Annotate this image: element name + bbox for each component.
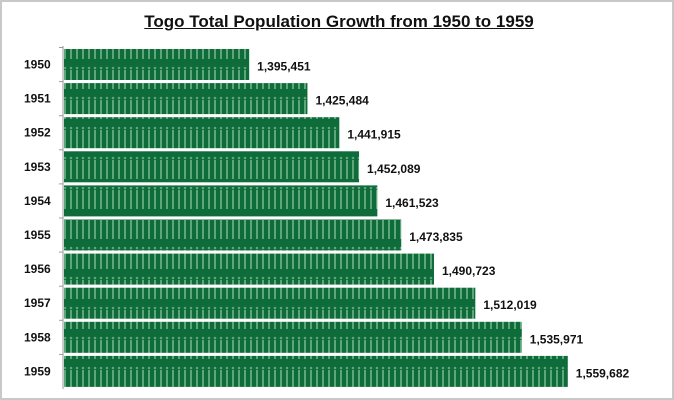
bar-1959	[64, 355, 568, 387]
data-label: 1,395,451	[257, 60, 311, 74]
y-tick-label: 1953	[24, 160, 51, 174]
bar-1956	[64, 253, 435, 285]
y-tick-label: 1952	[24, 126, 51, 140]
y-tick-label: 1955	[24, 228, 51, 242]
bar-1952	[64, 117, 340, 149]
chart-title-text: Togo Total Population Growth from 1950 t…	[144, 12, 534, 31]
bar-1955	[64, 219, 402, 251]
y-tick-label: 1957	[24, 296, 51, 310]
data-label: 1,512,019	[483, 298, 537, 312]
y-tick-label: 1951	[24, 92, 51, 106]
data-label: 1,441,915	[347, 128, 401, 142]
bar-1957	[64, 287, 476, 319]
data-label: 1,535,971	[530, 332, 584, 346]
bar-1954	[64, 185, 378, 217]
bar-1958	[64, 321, 522, 353]
y-tick-label: 1950	[24, 58, 51, 72]
y-tick-label: 1959	[24, 364, 51, 378]
y-tick-label: 1958	[24, 330, 51, 344]
data-label: 1,559,682	[576, 366, 630, 380]
y-tick-label: 1956	[24, 262, 51, 276]
data-label: 1,490,723	[442, 264, 496, 278]
data-label: 1,461,523	[385, 196, 439, 210]
data-label: 1,425,484	[315, 94, 369, 108]
bar-1951	[64, 83, 308, 115]
bar-1953	[64, 151, 360, 183]
bar-1950	[64, 49, 250, 80]
data-label: 1,452,089	[367, 162, 421, 176]
data-label: 1,473,835	[409, 230, 463, 244]
y-tick-label: 1954	[24, 194, 51, 208]
chart-title: Togo Total Population Growth from 1950 t…	[2, 12, 672, 32]
